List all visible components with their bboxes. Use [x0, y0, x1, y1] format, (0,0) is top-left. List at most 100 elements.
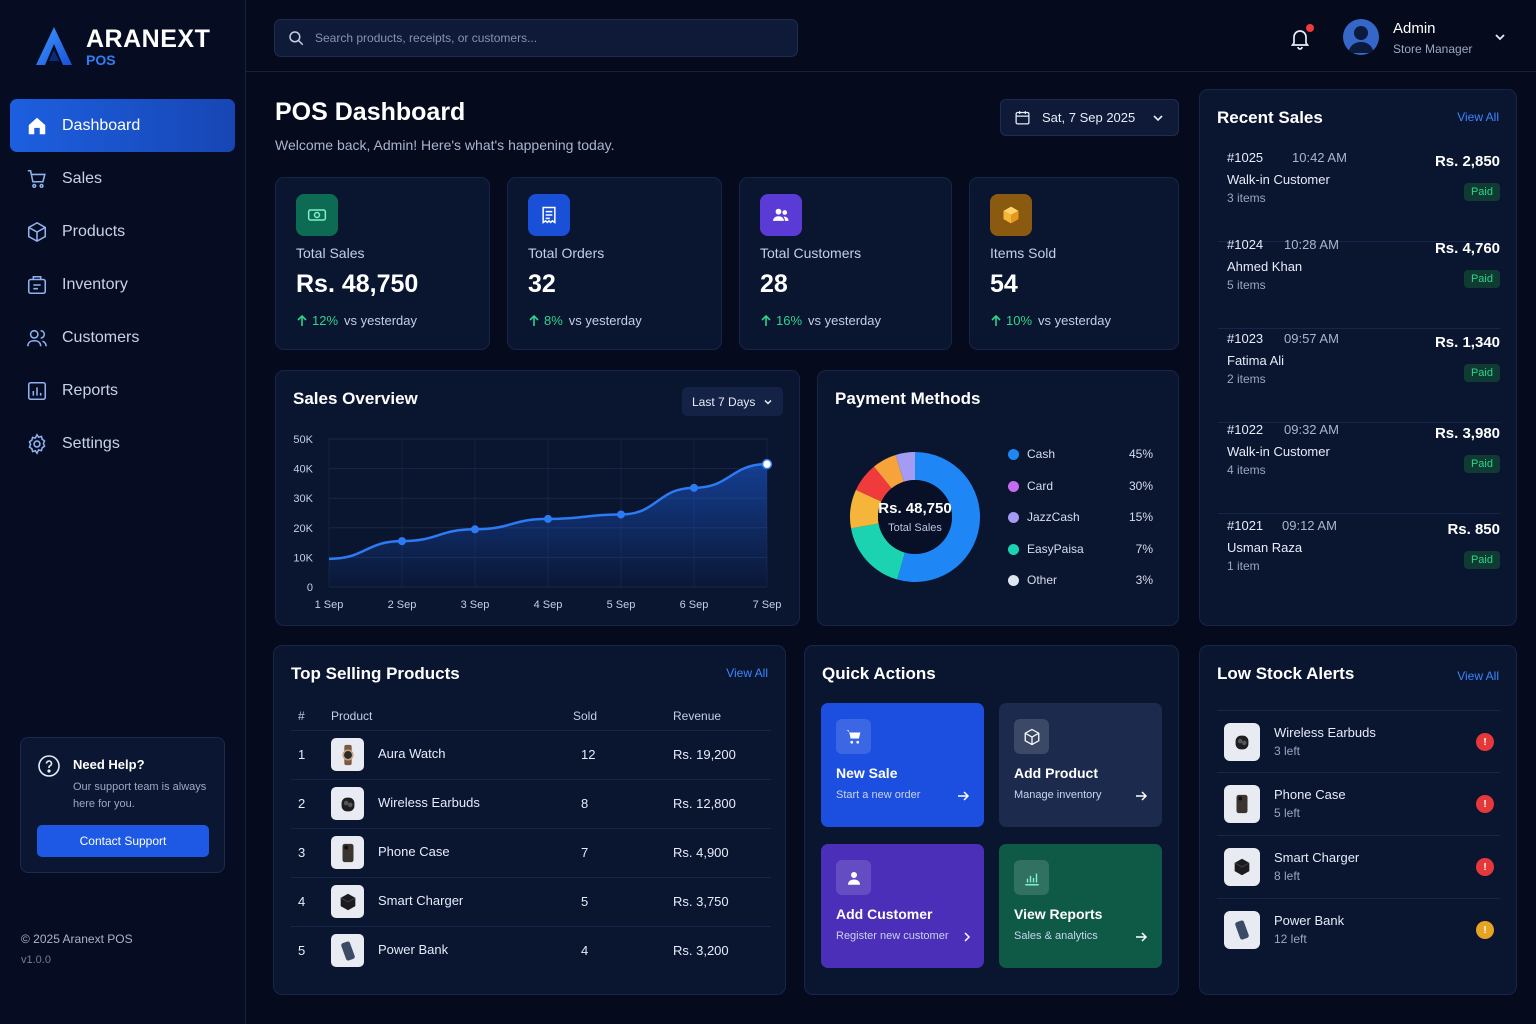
sidebar-item-products[interactable]: Products: [10, 205, 235, 258]
stat-card-total-sales[interactable]: Total Sales Rs. 48,750 12% vs yesterday: [275, 177, 490, 350]
stock-alert-row[interactable]: Wireless Earbuds 3 left !: [1217, 710, 1500, 773]
logo[interactable]: ARANEXT POS: [32, 24, 210, 68]
sidebar-item-dashboard[interactable]: Dashboard: [10, 99, 235, 152]
table-row[interactable]: 2 Wireless Earbuds 8 Rs. 12,800: [291, 779, 771, 829]
table-row[interactable]: 5 Power Bank 4 Rs. 3,200: [291, 926, 771, 975]
qa-subtitle: Start a new order: [836, 789, 921, 801]
home-icon: [28, 117, 46, 134]
sale-time: 09:12 AM: [1282, 518, 1337, 533]
table-row[interactable]: 3 Phone Case 7 Rs. 4,900: [291, 828, 771, 878]
chart-icon: [1024, 873, 1039, 885]
sold: 7: [573, 828, 673, 878]
add-customer-button[interactable]: Add Customer Register new customer: [821, 844, 984, 968]
sale-customer: Walk-in Customer: [1227, 444, 1330, 459]
arrow-up-icon: [991, 314, 1001, 326]
sidebar-item-reports[interactable]: Reports: [10, 364, 235, 417]
product-name: Power Bank: [378, 942, 449, 958]
table-row[interactable]: 4 Smart Charger 5 Rs. 3,750: [291, 877, 771, 927]
logo-mark-icon: [36, 27, 72, 65]
qa-icon-bg: [1014, 860, 1049, 895]
rank: 3: [291, 828, 331, 878]
phone-case-icon: [342, 843, 353, 862]
legend-easypaisa: EasyPaisa 7%: [1008, 542, 1153, 556]
status-badge: Paid: [1463, 551, 1500, 569]
card-title: Quick Actions: [822, 664, 936, 683]
topbar: Admin Store Manager: [246, 0, 1536, 72]
page-subtitle: Welcome back, Admin! Here's what's happe…: [275, 137, 615, 153]
notification-bell-icon[interactable]: [1288, 26, 1312, 50]
revenue: Rs. 4,900: [673, 828, 771, 878]
sale-items: 5 items: [1227, 278, 1266, 292]
sidebar-item-label: Customers: [62, 328, 140, 346]
contact-support-button[interactable]: Contact Support: [37, 825, 209, 857]
stock-alert-row[interactable]: Smart Charger 8 left !: [1217, 836, 1500, 899]
sale-row[interactable]: #1022 09:32 AM Walk-in Customer 4 items …: [1218, 422, 1500, 514]
power-bank-icon: [340, 941, 355, 961]
col-sold: Sold: [573, 702, 673, 731]
avatar[interactable]: [1343, 19, 1379, 55]
stat-card-total-orders[interactable]: Total Orders 32 8% vs yesterday: [507, 177, 722, 350]
stat-card-items-sold[interactable]: Items Sold 54 10% vs yesterday: [969, 177, 1179, 350]
stat-change-suffix: vs yesterday: [568, 313, 642, 328]
stock-alert-row[interactable]: Power Bank 12 left !: [1217, 899, 1500, 962]
table-header-row: # Product Sold Revenue: [291, 702, 771, 731]
range-select[interactable]: Last 7 Days: [682, 387, 783, 416]
stat-change-pct: 8%: [544, 313, 563, 328]
stat-value: 28: [760, 270, 788, 298]
sale-row[interactable]: #1024 10:28 AM Ahmed Khan 5 items Rs. 4,…: [1218, 237, 1500, 329]
sidebar-item-customers[interactable]: Customers: [10, 311, 235, 364]
stat-change-pct: 12%: [312, 313, 339, 328]
sidebar-item-settings[interactable]: Settings: [10, 417, 235, 470]
chevron-down-icon: [764, 399, 772, 405]
search-input[interactable]: [315, 31, 775, 45]
stat-label: Total Orders: [528, 245, 605, 261]
box-icon: [27, 221, 47, 242]
sidebar-item-label: Dashboard: [62, 116, 141, 134]
status-badge: Paid: [1463, 455, 1500, 473]
date-picker[interactable]: Sat, 7 Sep 2025: [1000, 99, 1179, 136]
sale-customer: Walk-in Customer: [1227, 172, 1330, 187]
x-tick-label: 2 Sep: [388, 599, 417, 611]
legend-pct: 30%: [1128, 479, 1153, 493]
sale-amount: Rs. 850: [1447, 521, 1500, 538]
sidebar-item-sales[interactable]: Sales: [10, 152, 235, 205]
brand-name: ARANEXT: [86, 25, 211, 53]
table-row[interactable]: 1 Aura Watch 12 Rs. 19,200: [291, 730, 771, 780]
product-thumb: [331, 787, 364, 820]
stock-alert-row[interactable]: Phone Case 5 left !: [1217, 773, 1500, 836]
recent-sales-view-all-link[interactable]: View All: [1457, 110, 1499, 124]
sold: 5: [573, 877, 673, 927]
product-name: Wireless Earbuds: [378, 794, 480, 810]
top-products-view-all-link[interactable]: View All: [726, 666, 768, 680]
reports-icon: [27, 381, 47, 400]
stat-card-total-customers[interactable]: Total Customers 28 16% vs yesterday: [739, 177, 952, 350]
search-icon: [289, 31, 304, 46]
view-reports-button[interactable]: View Reports Sales & analytics: [999, 844, 1162, 968]
y-tick-label: 30K: [293, 493, 313, 505]
status-badge: Paid: [1463, 183, 1500, 201]
legend-pct: 45%: [1128, 447, 1153, 461]
sale-amount: Rs. 1,340: [1434, 334, 1500, 351]
sale-row[interactable]: #1023 09:57 AM Fatima Ali 2 items Rs. 1,…: [1218, 331, 1500, 423]
stat-label: Items Sold: [990, 245, 1057, 261]
sale-row[interactable]: #1021 09:12 AM Usman Raza 1 item Rs. 850…: [1218, 518, 1500, 610]
rank: 4: [291, 877, 331, 927]
new-sale-button[interactable]: New Sale Start a new order: [821, 703, 984, 827]
y-tick-label: 20K: [293, 523, 313, 535]
sidebar-item-inventory[interactable]: Inventory: [10, 258, 235, 311]
search-bar[interactable]: [274, 19, 798, 57]
add-product-button[interactable]: Add Product Manage inventory: [999, 703, 1162, 827]
low-stock-view-all-link[interactable]: View All: [1457, 669, 1499, 683]
product-thumb: [1224, 911, 1260, 949]
alert-badge: !: [1476, 921, 1494, 939]
sale-customer: Usman Raza: [1227, 540, 1303, 555]
product-cell: Aura Watch: [331, 730, 573, 780]
sale-row[interactable]: #1025 10:42 AM Walk-in Customer 3 items …: [1218, 150, 1500, 242]
stat-change-suffix: vs yesterday: [344, 313, 418, 328]
sale-items: 4 items: [1227, 463, 1266, 477]
chevron-down-icon[interactable]: [1493, 30, 1507, 44]
legend-dot: [1008, 480, 1019, 492]
notification-dot: [1306, 24, 1314, 32]
product-thumb: [331, 738, 364, 771]
col-product: Product: [331, 702, 573, 731]
